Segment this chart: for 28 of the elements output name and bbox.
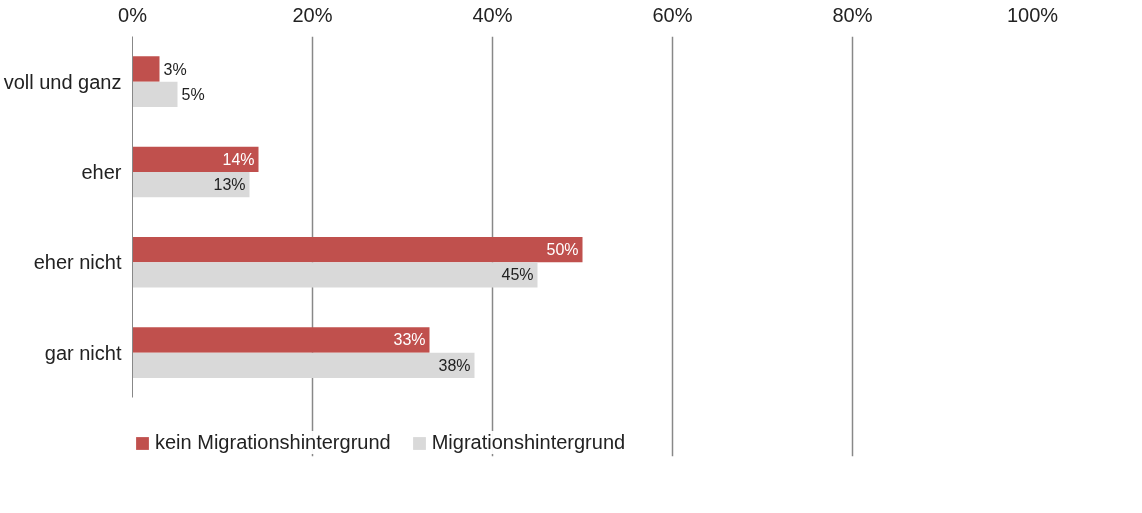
x-tick-label: 0%	[118, 3, 148, 26]
data-label: 33%	[393, 331, 426, 349]
x-tick-label: 20%	[292, 3, 333, 26]
bar	[132, 262, 538, 288]
bar	[132, 237, 583, 263]
x-tick-label: 60%	[652, 3, 693, 26]
bar	[132, 146, 259, 172]
data-label: 3%	[163, 60, 187, 78]
x-tick-label: 80%	[832, 3, 873, 26]
legend-label: kein Migrationshintergrund	[155, 431, 391, 454]
data-label: 5%	[181, 85, 205, 103]
y-tick-label: eher nicht	[33, 251, 122, 274]
bar	[132, 171, 250, 198]
data-label: 14%	[222, 150, 255, 168]
y-tick-label: voll und ganz	[3, 70, 122, 93]
bar	[132, 56, 160, 82]
x-tick-label: 100%	[1006, 3, 1059, 26]
legend-label: Migrationshintergrund	[431, 431, 626, 454]
data-label: 45%	[501, 266, 534, 284]
bar	[132, 81, 178, 107]
x-tick-label: 40%	[472, 3, 513, 26]
y-tick-label: eher	[81, 160, 122, 183]
bar	[132, 327, 430, 353]
data-label: 13%	[213, 176, 246, 194]
data-label: 50%	[546, 241, 579, 259]
data-label: 38%	[438, 356, 471, 374]
y-tick-label: gar nicht	[44, 341, 122, 364]
bar	[132, 352, 475, 378]
